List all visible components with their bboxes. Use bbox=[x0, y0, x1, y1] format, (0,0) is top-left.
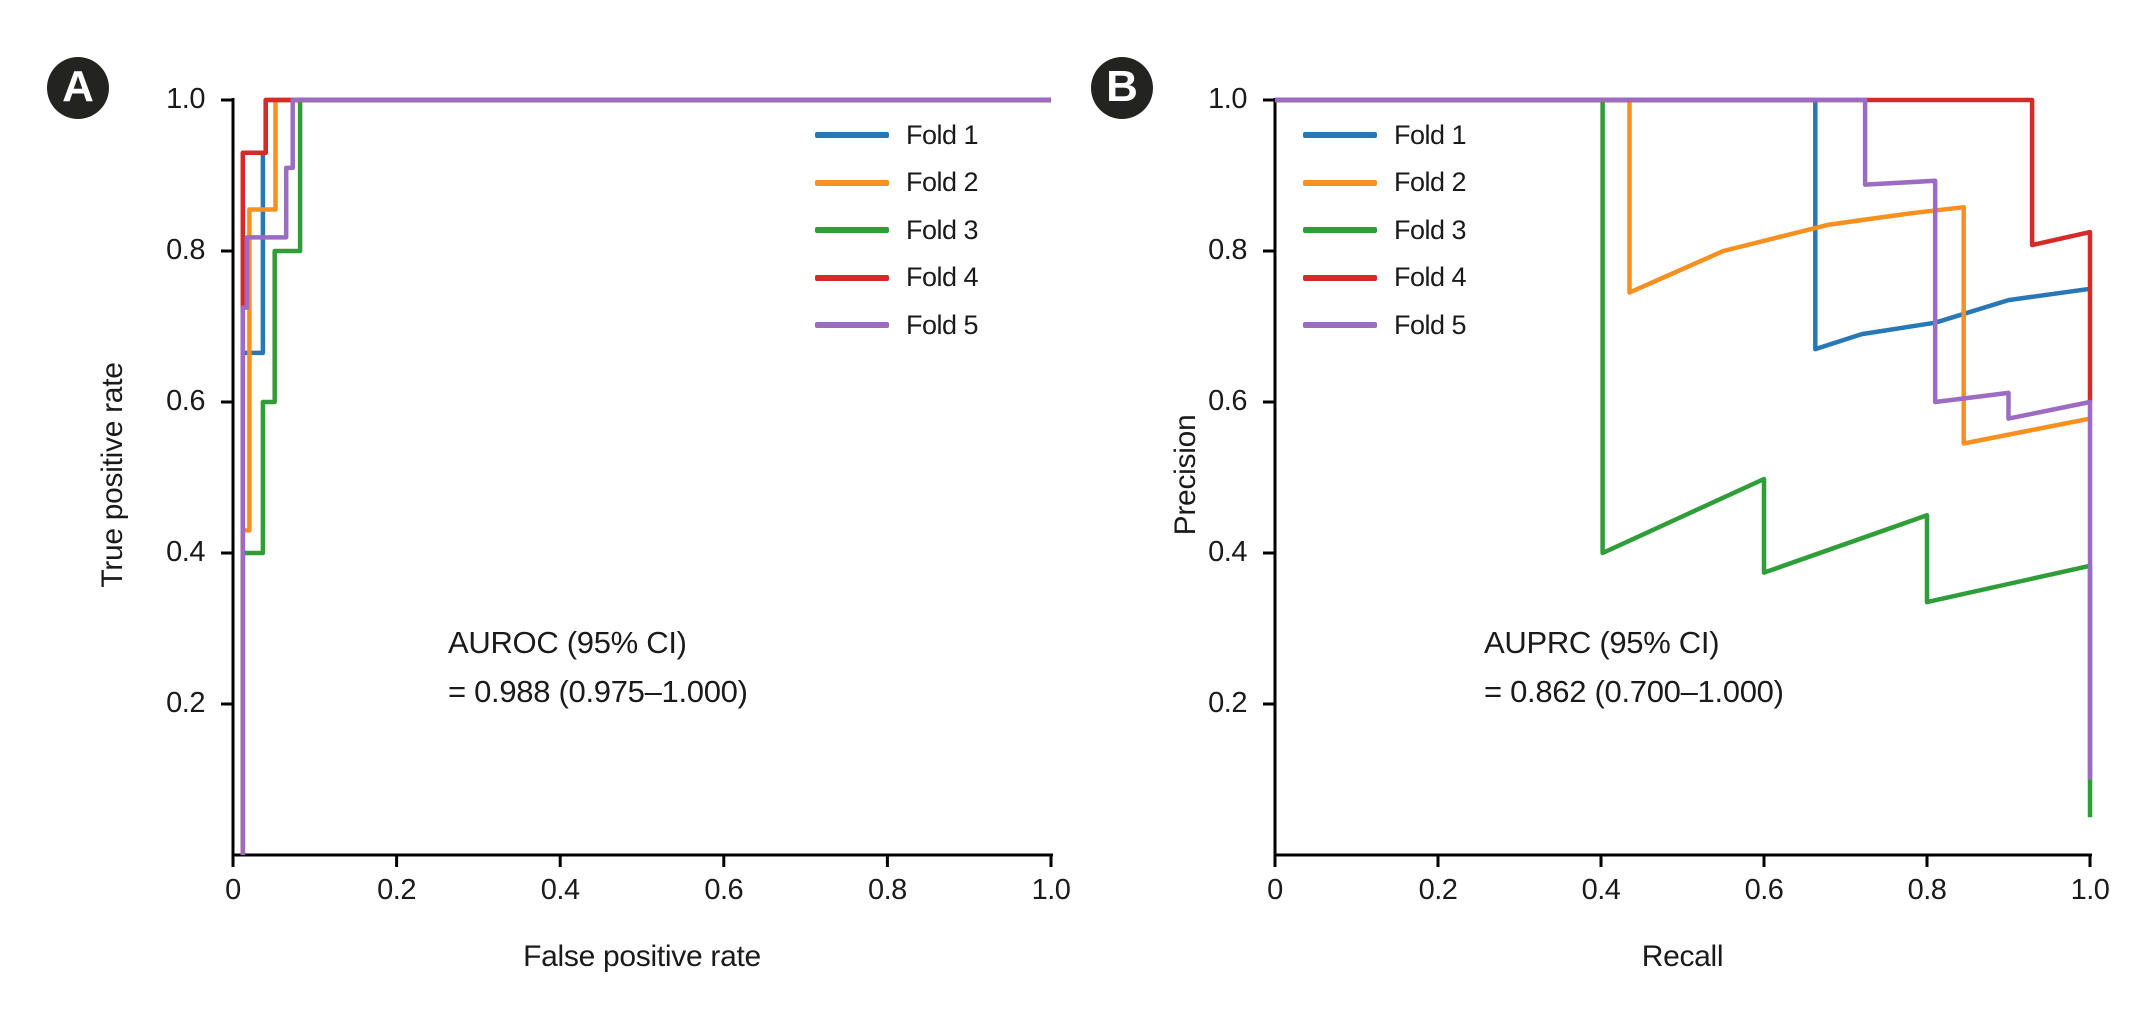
curve-fold-3 bbox=[1275, 97, 2093, 818]
x-tick-label: 0.4 bbox=[540, 874, 580, 906]
y-tick-label: 0.8 bbox=[1208, 234, 1247, 266]
y-tick-label: 0.4 bbox=[166, 536, 205, 568]
y-axis-label-tpr: True positive rate bbox=[96, 361, 129, 588]
x-tick-label: 0.6 bbox=[704, 874, 744, 906]
legend-line-swatch bbox=[815, 227, 889, 233]
legend-item-fold-5: Fold 5 bbox=[815, 308, 979, 342]
auprc-annotation-line2: = 0.862 (0.700–1.000) bbox=[1484, 674, 1784, 709]
panel-a-badge-letter: A bbox=[62, 62, 94, 111]
legend-item-fold-3: Fold 3 bbox=[815, 213, 979, 247]
x-tick-label: 0 bbox=[1267, 874, 1283, 906]
panel-b-badge: B bbox=[1091, 57, 1153, 119]
curve-fold-3 bbox=[240, 97, 1051, 855]
legend-item-label: Fold 1 bbox=[906, 119, 979, 150]
x-axis-label-recall: Recall bbox=[1641, 940, 1724, 973]
x-tick-label: 0.4 bbox=[1581, 874, 1621, 906]
y-tick-label: 0.4 bbox=[1208, 536, 1247, 568]
panel-a-plot bbox=[221, 97, 1053, 867]
x-tick-label: 1.0 bbox=[1031, 874, 1071, 906]
curve-fold-5 bbox=[240, 97, 1051, 855]
legend-item-label: Fold 5 bbox=[906, 309, 979, 340]
x-tick-label: 1.0 bbox=[2070, 874, 2110, 906]
x-axis-label-fpr: False positive rate bbox=[523, 940, 761, 973]
auroc-annotation-line1: AUROC (95% CI) bbox=[448, 625, 687, 660]
legend-line-swatch bbox=[1303, 274, 1377, 281]
legend-item-fold-2: Fold 2 bbox=[1303, 166, 1467, 200]
legend-item-label: Fold 3 bbox=[906, 214, 979, 245]
legend-item-fold-1: Fold 1 bbox=[815, 118, 979, 152]
panel-b-badge-letter: B bbox=[1106, 62, 1138, 111]
y-tick-label: 0.2 bbox=[1208, 687, 1247, 719]
legend-item-fold-1: Fold 1 bbox=[1303, 118, 1467, 152]
y-tick-label: 1.0 bbox=[166, 83, 205, 115]
legend-item-fold-5: Fold 5 bbox=[1303, 308, 1467, 342]
x-tick-label: 0.8 bbox=[867, 874, 907, 906]
legend-item-label: Fold 1 bbox=[1394, 119, 1467, 150]
auprc-annotation: AUPRC (95% CI) = 0.862 (0.700–1.000) bbox=[1484, 618, 1784, 716]
legend-line-swatch bbox=[815, 179, 889, 186]
legend-line-swatch bbox=[815, 274, 889, 281]
x-tick-label: 0.8 bbox=[1907, 874, 1947, 906]
legend-item-fold-3: Fold 3 bbox=[1303, 213, 1467, 247]
legend-line-swatch bbox=[1303, 322, 1377, 328]
y-tick-label: 1.0 bbox=[1208, 83, 1247, 115]
legend-line-swatch bbox=[1303, 227, 1377, 233]
legend-item-label: Fold 2 bbox=[906, 167, 979, 197]
auroc-annotation: AUROC (95% CI) = 0.988 (0.975–1.000) bbox=[448, 618, 748, 716]
legend-item-fold-2: Fold 2 bbox=[815, 166, 979, 200]
x-tick-label: 0 bbox=[225, 874, 241, 906]
x-tick-label: 0.6 bbox=[1744, 874, 1784, 906]
legend-line-swatch bbox=[1303, 179, 1377, 186]
legend-item-label: Fold 4 bbox=[1394, 262, 1467, 292]
legend-item-label: Fold 3 bbox=[1394, 214, 1467, 245]
curve-fold-5 bbox=[1275, 97, 2093, 780]
y-tick-label: 0.6 bbox=[1208, 385, 1247, 417]
legend-item-fold-4: Fold 4 bbox=[815, 261, 979, 295]
panel-b-plot bbox=[1263, 97, 2093, 867]
x-tick-label: 0.2 bbox=[377, 874, 416, 906]
y-tick-label: 0.2 bbox=[166, 687, 205, 719]
auprc-annotation-line1: AUPRC (95% CI) bbox=[1484, 625, 1720, 660]
legend-item-label: Fold 2 bbox=[1394, 167, 1467, 197]
legend-item-label: Fold 4 bbox=[906, 262, 979, 292]
legend-line-swatch bbox=[1303, 132, 1377, 138]
y-tick-label: 0.6 bbox=[166, 385, 205, 417]
y-axis-label-precision: Precision bbox=[1169, 414, 1202, 535]
legend-item-fold-4: Fold 4 bbox=[1303, 261, 1467, 295]
x-tick-label: 0.2 bbox=[1418, 874, 1458, 906]
legend-item-label: Fold 5 bbox=[1394, 309, 1467, 340]
y-tick-label: 0.8 bbox=[166, 234, 205, 266]
curve-fold-2 bbox=[1275, 97, 2091, 446]
legend-line-swatch bbox=[815, 322, 889, 328]
panel-a-badge: A bbox=[47, 57, 109, 119]
auroc-annotation-line2: = 0.988 (0.975–1.000) bbox=[448, 674, 748, 709]
legend-line-swatch bbox=[815, 132, 889, 138]
